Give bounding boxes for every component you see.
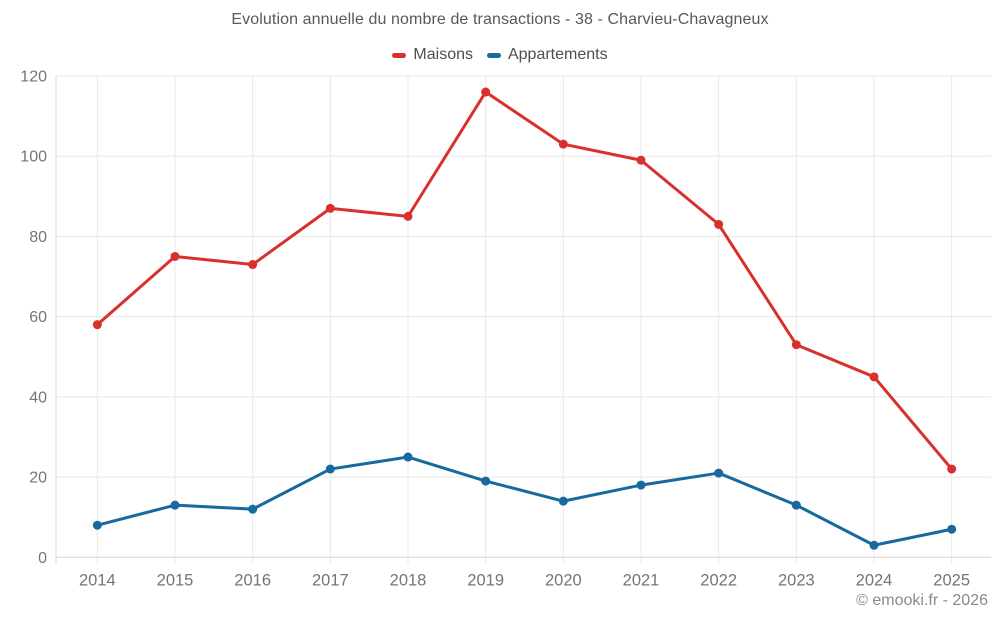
data-point-maisons-2025[interactable] [947, 464, 957, 474]
data-point-appartements-2020[interactable] [558, 496, 568, 506]
y-axis-label-120: 120 [20, 69, 47, 86]
x-axis-label-2022: 2022 [700, 571, 737, 589]
data-point-maisons-2023[interactable] [791, 340, 801, 350]
x-axis-label-2014: 2014 [79, 571, 116, 589]
legend-swatch-maisons [392, 52, 407, 58]
data-point-appartements-2024[interactable] [869, 540, 879, 550]
data-point-maisons-2017[interactable] [325, 203, 335, 213]
data-point-appartements-2023[interactable] [791, 500, 801, 510]
legend-swatch-appartements [486, 52, 501, 58]
y-axis-label-20: 20 [29, 470, 47, 487]
y-axis-label-40: 40 [29, 389, 47, 406]
y-axis-label-0: 0 [38, 550, 47, 567]
x-axis-label-2020: 2020 [545, 571, 582, 589]
x-axis-label-2017: 2017 [312, 571, 349, 589]
data-point-maisons-2022[interactable] [714, 219, 724, 229]
data-point-appartements-2021[interactable] [636, 480, 646, 490]
x-axis-label-2024: 2024 [856, 571, 893, 589]
data-point-maisons-2020[interactable] [558, 139, 568, 149]
data-point-appartements-2025[interactable] [947, 524, 957, 534]
data-point-appartements-2022[interactable] [714, 468, 724, 478]
x-axis-label-2016: 2016 [234, 571, 271, 589]
x-axis-label-2021: 2021 [623, 571, 660, 589]
y-axis-label-100: 100 [20, 149, 47, 166]
y-axis-label-60: 60 [29, 309, 47, 326]
x-axis-label-2018: 2018 [390, 571, 427, 589]
data-point-appartements-2017[interactable] [325, 464, 335, 474]
data-point-maisons-2015[interactable] [170, 251, 180, 261]
legend-item-appartements[interactable]: Appartements [486, 46, 608, 64]
data-point-maisons-2019[interactable] [481, 87, 491, 97]
data-point-appartements-2014[interactable] [92, 520, 102, 530]
data-point-appartements-2019[interactable] [481, 476, 491, 486]
data-point-maisons-2024[interactable] [869, 372, 879, 382]
data-point-maisons-2021[interactable] [636, 155, 646, 165]
x-axis-label-2023: 2023 [778, 571, 815, 589]
chart-title: Evolution annuelle du nombre de transact… [231, 11, 769, 28]
data-point-maisons-2016[interactable] [248, 260, 258, 270]
data-point-appartements-2015[interactable] [170, 500, 180, 510]
legend-label-appartements: Appartements [507, 46, 608, 63]
data-point-maisons-2014[interactable] [92, 320, 102, 330]
y-axis-label-80: 80 [29, 229, 47, 246]
legend-label-maisons: Maisons [413, 46, 473, 63]
chart-legend: Maisons Appartements [0, 46, 1000, 64]
data-point-appartements-2018[interactable] [403, 452, 413, 462]
footer-credit: © emooki.fr - 2026 [856, 592, 988, 609]
x-axis-label-2015: 2015 [157, 571, 194, 589]
data-point-maisons-2018[interactable] [403, 211, 413, 221]
x-axis-label-2025: 2025 [933, 571, 970, 589]
series-line-maisons [95, 90, 954, 471]
legend-item-maisons[interactable]: Maisons [392, 46, 473, 64]
data-point-appartements-2016[interactable] [248, 504, 258, 514]
x-axis-label-2019: 2019 [467, 571, 504, 589]
series-line-appartements [95, 455, 954, 547]
